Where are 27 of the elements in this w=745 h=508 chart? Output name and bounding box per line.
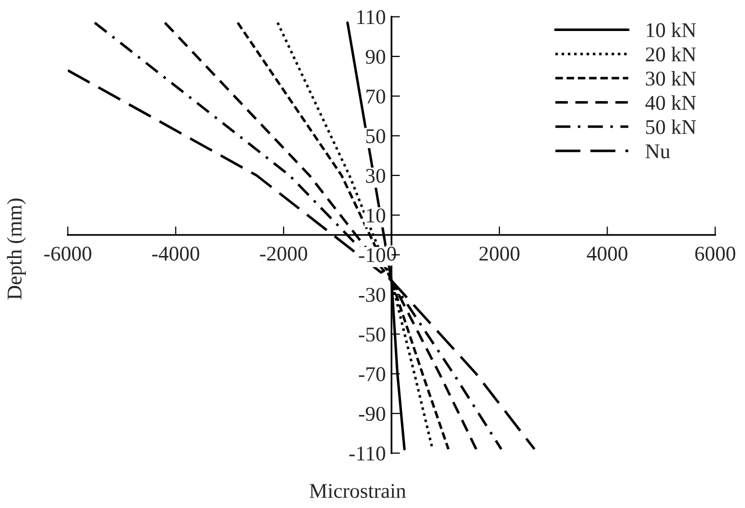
y-tick-label: 110 [357, 10, 386, 24]
y-tick-label: 70 [366, 89, 386, 104]
x-tick-label: 4000 [586, 246, 628, 261]
y-tick-label: -70 [358, 367, 386, 382]
y-tick-label: -110 [349, 446, 386, 461]
legend-label: 50 kN [646, 119, 696, 134]
y-tick-label: 90 [366, 50, 386, 64]
y-tick-label: 50 [366, 129, 386, 144]
legend-label: 40 kN [645, 95, 696, 110]
y-tick-label: -50 [358, 328, 386, 342]
x-tick-label: 6000 [695, 246, 736, 261]
legend-label: 10 kN [646, 22, 696, 38]
x-tick-label: -6000 [44, 246, 92, 261]
legend-label: 20 kN [646, 46, 696, 62]
legend-label: Nu [646, 144, 670, 158]
x-axis-title: Microstrain [310, 484, 406, 498]
x-tick-label: -4000 [152, 246, 200, 261]
y-tick-label: -90 [358, 406, 386, 421]
y-tick-label: -10 [358, 248, 386, 262]
y-tick-label: 10 [366, 208, 386, 223]
y-tick-label: 30 [366, 168, 386, 183]
y-axis-title: Depth (mm) [6, 198, 26, 300]
x-tick-label: 0 [387, 246, 396, 261]
x-tick-label: 2000 [479, 246, 520, 261]
y-tick-label: -30 [358, 288, 386, 302]
x-tick-label: -2000 [260, 246, 308, 261]
legend-label: 30 kN [646, 71, 696, 86]
